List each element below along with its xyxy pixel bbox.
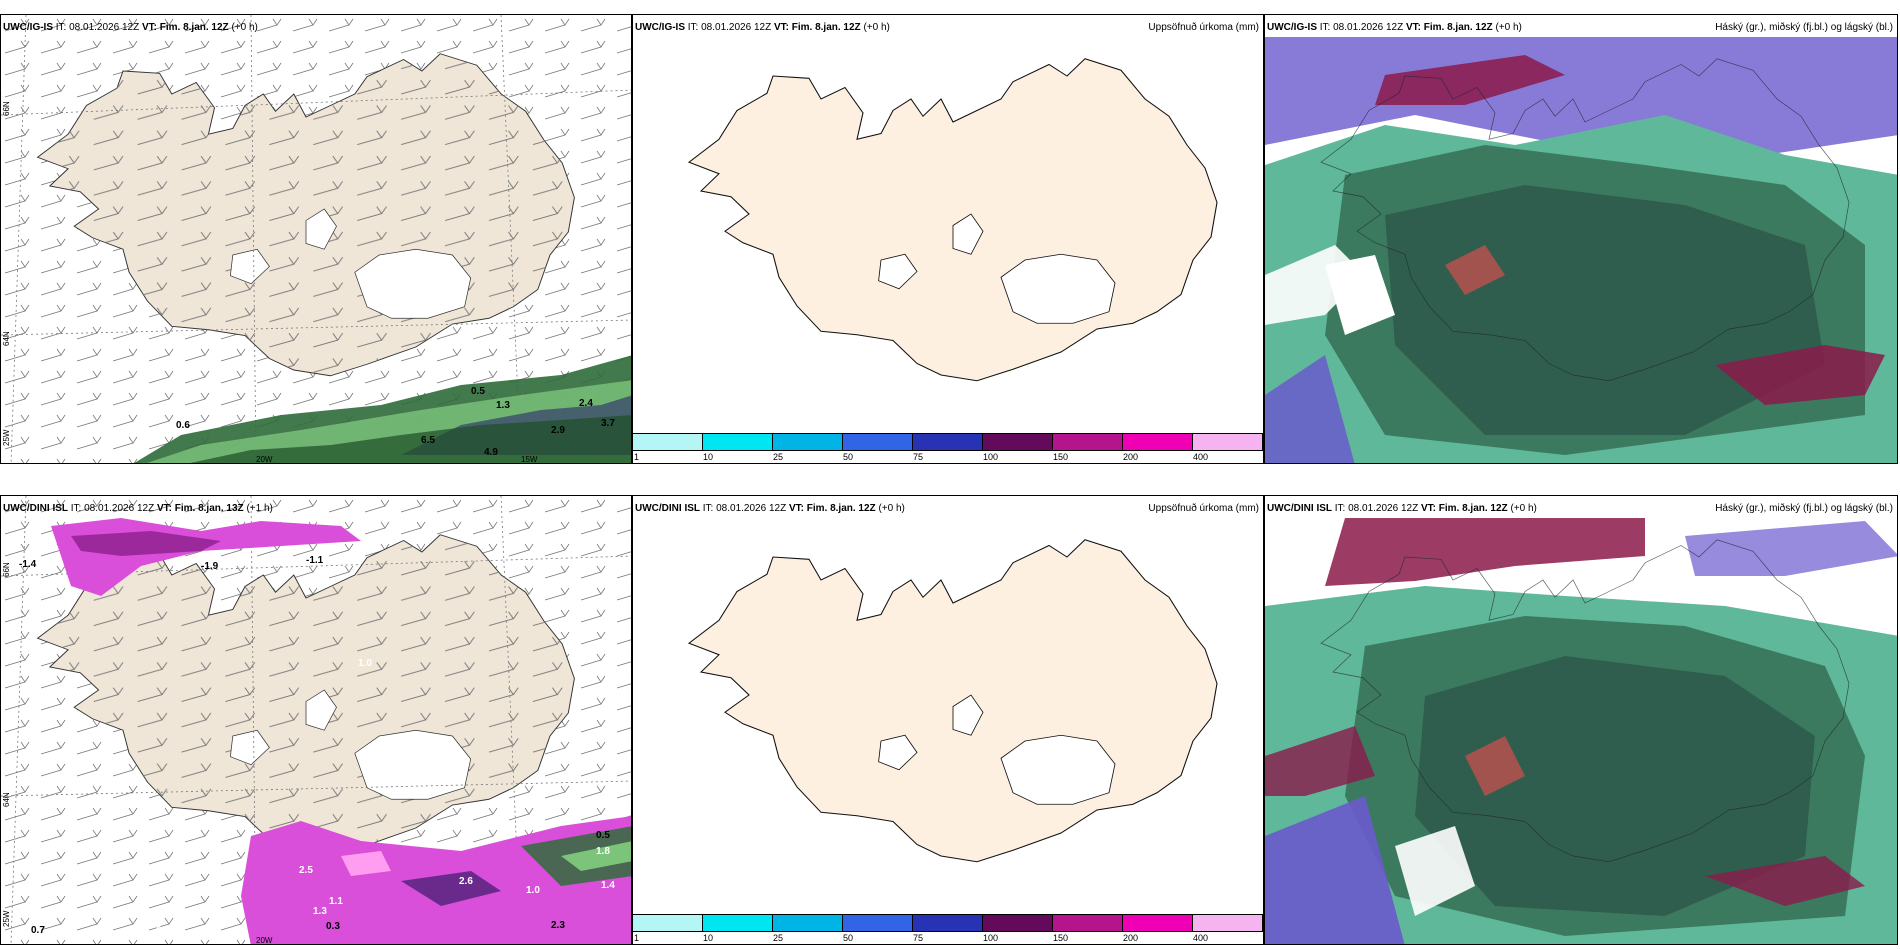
colorbar-label: 10: [703, 933, 714, 943]
colorbar-label: 1: [634, 933, 640, 943]
colorbar-label: 100: [983, 933, 999, 943]
colorbar-label: 1: [634, 452, 640, 462]
value-label: 0.3: [326, 921, 340, 932]
colorbar-label: 200: [1123, 452, 1139, 462]
lon-label: 20W: [256, 936, 273, 945]
value-label: 1.1: [329, 896, 343, 907]
wind-pressure-map: -1.4 -1.9 -1.1 1.0 0.5 1.8 2.5 1.1 1.3 0…: [1, 496, 631, 945]
colorbar-label: 100: [983, 452, 999, 462]
panel-title: UWC/IG-IS IT: 08.01.2026 12Z VT: Fim. 8.…: [1267, 22, 1522, 33]
colorbar: [633, 914, 1263, 932]
colorbar-label: 25: [773, 933, 784, 943]
value-label: 1.8: [596, 846, 610, 857]
panel-top-right: UWC/IG-IS IT: 08.01.2026 12Z VT: Fim. 8.…: [1264, 14, 1898, 464]
panel-bottom-right: UWC/DINI ISL IT: 08.01.2026 12Z VT: Fim.…: [1264, 495, 1898, 945]
value-label: 2.9: [551, 425, 565, 436]
colorbar-label: 10: [703, 452, 714, 462]
panel-top-mid: UWC/IG-IS IT: 08.01.2026 12Z VT: Fim. 8.…: [632, 14, 1264, 464]
panel-field-label: Háský (gr.), miðský (fj.bl.) og lágský (…: [1715, 22, 1893, 33]
precipitation-map: [688, 58, 1218, 382]
colorbar-label: 25: [773, 452, 784, 462]
lat-label: 64N: [2, 792, 11, 807]
value-label: 0.5: [596, 830, 610, 841]
value-label: 3.7: [601, 418, 615, 429]
value-label: -1.4: [19, 559, 37, 570]
colorbar-label: 200: [1123, 933, 1139, 943]
value-label: 0.7: [156, 925, 170, 936]
panel-field-label: Uppsöfnuð úrkoma (mm): [1148, 503, 1259, 514]
value-label: 2.4: [579, 398, 593, 409]
colorbar-label: 75: [913, 452, 924, 462]
value-label: -1.1: [306, 555, 324, 566]
panel-title: UWC/DINI ISL IT: 08.01.2026 12Z VT: Fim.…: [635, 503, 905, 514]
panel-field-label: Uppsöfnuð úrkoma (mm): [1148, 22, 1259, 33]
panel-top-left: UWC/IG-IS IT: 08.01.2026 12Z VT: Fim. 8.…: [0, 14, 632, 464]
value-label: 4.9: [484, 447, 498, 458]
panel-field-label: Háský (gr.), miðský (fj.bl.) og lágský (…: [1715, 503, 1893, 514]
panel-title: UWC/DINI ISL IT: 08.01.2026 12Z VT: Fim.…: [3, 503, 273, 514]
panel-title: UWC/IG-IS IT: 08.01.2026 12Z VT: Fim. 8.…: [635, 22, 890, 33]
lon-label: 15W: [521, 455, 538, 464]
value-label: 0.5: [471, 386, 485, 397]
colorbar-label: 150: [1053, 933, 1069, 943]
cloud-cover-map: [1265, 518, 1897, 944]
panel-title: UWC/IG-IS IT: 08.01.2026 12Z VT: Fim. 8.…: [3, 22, 258, 33]
value-label: 0.7: [31, 925, 45, 936]
value-label: -1.9: [201, 561, 219, 572]
value-label: 1.0: [358, 658, 372, 669]
precipitation-map: [688, 539, 1218, 863]
value-label: 6.5: [421, 435, 435, 446]
lon-label: 20W: [256, 455, 273, 464]
value-label: 1.0: [526, 885, 540, 896]
value-label: 1.3: [313, 906, 327, 917]
lat-label: 64N: [2, 331, 11, 346]
lon-label: 25W: [2, 910, 11, 927]
colorbar-label: 50: [843, 933, 854, 943]
value-label: 2.3: [551, 920, 565, 931]
lat-label: 66N: [2, 562, 11, 577]
panel-title: UWC/DINI ISL IT: 08.01.2026 12Z VT: Fim.…: [1267, 503, 1537, 514]
colorbar: [633, 433, 1263, 451]
value-label: 2.5: [299, 865, 313, 876]
colorbar-label: 50: [843, 452, 854, 462]
colorbar-label: 400: [1193, 452, 1209, 462]
colorbar-label: 400: [1193, 933, 1209, 943]
cloud-cover-map: [1265, 37, 1897, 463]
value-label: 2.6: [459, 876, 473, 887]
value-label: 1.3: [496, 400, 510, 411]
panel-bottom-left: UWC/DINI ISL IT: 08.01.2026 12Z VT: Fim.…: [0, 495, 632, 945]
value-label: 0.6: [176, 420, 190, 431]
colorbar-label: 150: [1053, 452, 1069, 462]
lat-label: 66N: [2, 101, 11, 116]
colorbar-label: 75: [913, 933, 924, 943]
wind-pressure-map: 0.5 1.3 2.4 3.7 0.6 6.5 2.9 4.9 66N 64N …: [1, 15, 631, 464]
lon-label: 25W: [2, 429, 11, 446]
panel-bottom-mid: UWC/DINI ISL IT: 08.01.2026 12Z VT: Fim.…: [632, 495, 1264, 945]
value-label: 1.4: [601, 880, 615, 891]
